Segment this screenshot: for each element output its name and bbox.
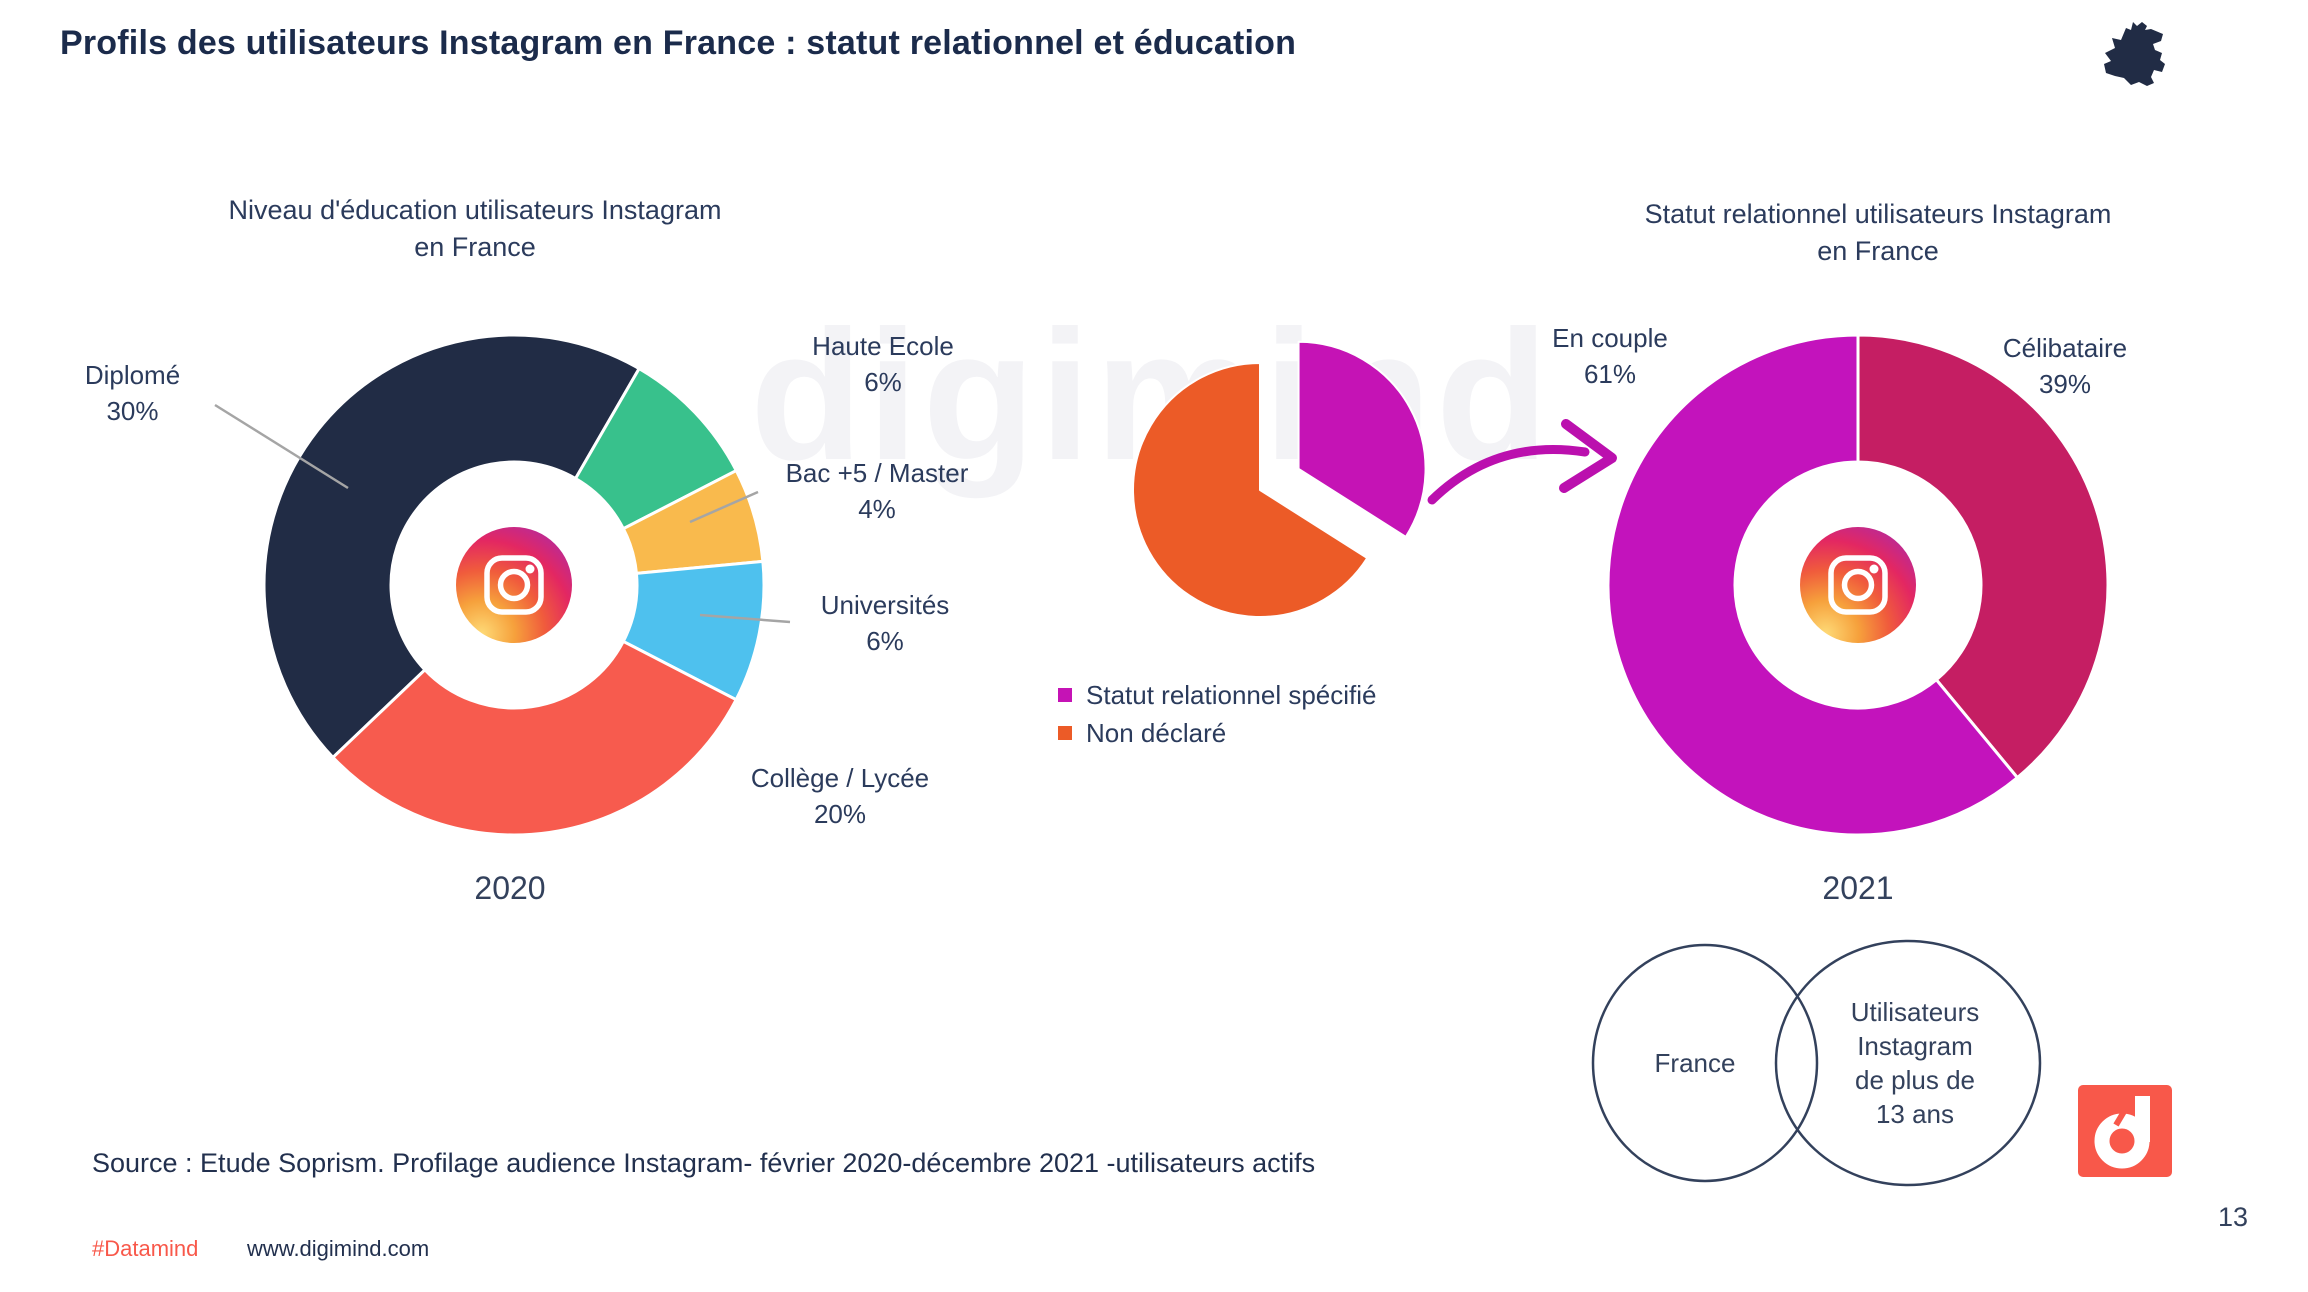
pie-slice-c-libataire [1856,333,2110,780]
pie-slice-non-d-clar- [1132,362,1369,618]
instagram-logo-icon [1800,527,1916,643]
label-bac5-master: Bac +5 / Master 4% [785,458,969,524]
venn-right-label: Utilisateurs Instagram de plus de 13 ans [1850,997,1980,1129]
pie-legend: Statut relationnel spécifié Non déclaré [1058,676,1377,752]
leader-line-diplome [214,403,349,490]
leader-line-bac5 [689,490,759,524]
leader-line-universites [699,613,791,624]
relationship-donut-chart [1606,333,2110,837]
relationship-chart-title: Statut relationnel utilisateurs Instagra… [1558,196,2198,270]
page-title: Profils des utilisateurs Instagram en Fr… [60,24,1297,62]
label-diplome: Diplomé 30% [84,360,181,426]
france-map-icon [2104,22,2165,86]
year-label-2021: 2021 [1822,870,1894,906]
pie-slice-coll-ge-lyc-e [331,639,738,837]
website-url: www.digimind.com [247,1236,430,1261]
year-label-2020: 2020 [474,870,546,906]
legend-swatch-orange [1058,726,1072,740]
legend-label-non-declare: Non déclaré [1086,718,1227,748]
relationship-chart-title-line2: en France [1817,236,1939,266]
source-text: Source : Etude Soprism. Profilage audien… [92,1148,1316,1178]
label-haute-ecole: Haute Ecole 6% [812,331,954,397]
venn-diagram [1591,939,2042,1187]
hashtag-datamind: #Datamind [92,1236,199,1261]
label-college-lycee: Collège / Lycée 20% [750,763,930,829]
pie-slice-statut-relationnel-sp-cifi- [1297,340,1427,538]
legend-swatch-magenta [1058,688,1072,702]
venn-left-label: France [1654,1048,1736,1078]
education-donut-chart [262,333,766,837]
education-chart-title: Niveau d'éducation utilisateurs Instagra… [155,192,795,266]
flow-arrow-icon [1427,419,1617,505]
pie-slice-en-couple [1606,333,2019,837]
label-en-couple: En couple 61% [1552,323,1668,389]
pie-slice-diplom- [262,333,641,759]
education-chart-title-line2: en France [414,232,536,262]
label-celibataire: Célibataire 39% [2002,333,2128,399]
label-universites: Universités 6% [820,590,950,656]
relationship-pie-chart [1132,340,1427,618]
education-chart-title-line1: Niveau d'éducation utilisateurs Instagra… [228,195,722,225]
instagram-logo-icon [456,527,572,643]
legend-label-specifie: Statut relationnel spécifié [1086,680,1377,710]
legend-item-specifie: Statut relationnel spécifié [1058,676,1377,714]
page-number: 13 [2218,1202,2249,1232]
digimind-logo [2078,1085,2172,1177]
relationship-chart-title-line1: Statut relationnel utilisateurs Instagra… [1644,199,2112,229]
legend-item-non-declare: Non déclaré [1058,714,1377,752]
